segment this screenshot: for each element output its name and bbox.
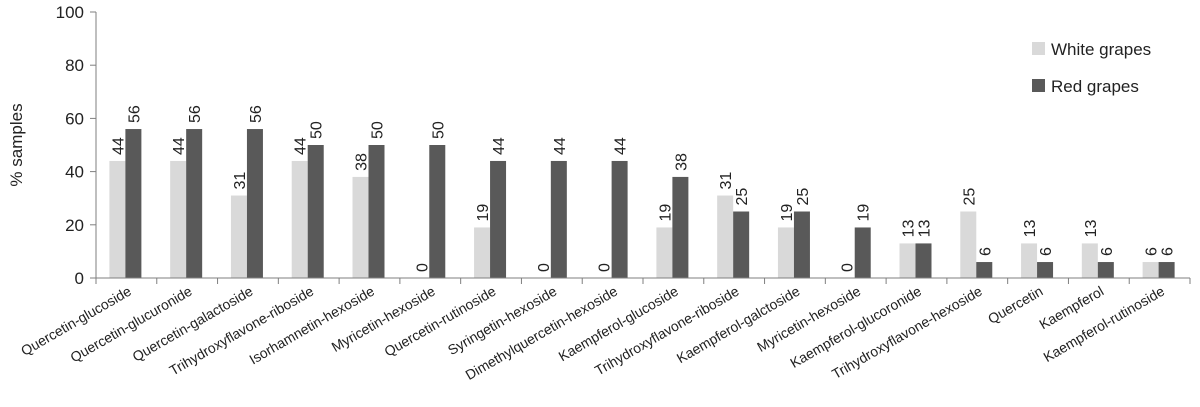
- white-grapes-value-label: 19: [657, 204, 674, 222]
- bars: [109, 129, 1175, 278]
- y-axis-label: % samples: [7, 103, 26, 186]
- white-grapes-bar: [777, 227, 794, 278]
- red-grapes-value-label: 50: [430, 121, 447, 139]
- red-grapes-bar: [1158, 262, 1175, 278]
- white-grapes-bar: [170, 160, 187, 278]
- y-tick-label: 60: [65, 109, 84, 128]
- y-tick-label: 40: [65, 163, 84, 182]
- y-tick-label: 100: [56, 3, 84, 22]
- white-grapes-bar: [1081, 243, 1098, 278]
- red-grapes-value-label: 56: [187, 105, 204, 123]
- red-grapes-value-label: 6: [1160, 247, 1177, 256]
- white-grapes-bar: [291, 160, 308, 278]
- white-grapes-value-label: 25: [961, 188, 978, 206]
- white-grapes-value-label: 19: [475, 204, 492, 222]
- red-grapes-value-label: 50: [309, 121, 326, 139]
- x-tick-label: Quercetin-rutinoside: [381, 283, 498, 360]
- white-grapes-bar: [1142, 262, 1159, 278]
- white-grapes-bar: [656, 227, 673, 278]
- y-tick-label: 20: [65, 216, 84, 235]
- red-grapes-bar: [915, 243, 932, 278]
- red-grapes-bar: [246, 129, 263, 278]
- white-grapes-bar: [352, 176, 369, 278]
- red-grapes-value-label: 25: [734, 188, 751, 206]
- y-axis: 0 20 40 60 80 100: [56, 3, 97, 288]
- white-grapes-bar: [474, 227, 491, 278]
- red-grapes-bar: [550, 160, 567, 278]
- x-axis: Quercetin-glucosideQuercetin-glucuronide…: [18, 277, 1191, 383]
- red-grapes-bar: [854, 227, 871, 278]
- white-grapes-value-label: 13: [1083, 220, 1100, 238]
- y-tick-label: 0: [75, 269, 84, 288]
- red-grapes-value-label: 6: [1038, 247, 1055, 256]
- red-grapes-bar: [733, 211, 750, 278]
- red-grapes-bar: [1097, 262, 1114, 278]
- legend-label: White grapes: [1051, 40, 1151, 59]
- white-grapes-value-label: 0: [597, 263, 614, 272]
- legend-swatch: [1032, 42, 1045, 55]
- red-grapes-bar: [672, 176, 689, 278]
- y-tick-label: 80: [65, 56, 84, 75]
- white-grapes-value-label: 0: [414, 263, 431, 272]
- legend-swatch: [1032, 79, 1045, 92]
- white-grapes-value-label: 0: [536, 263, 553, 272]
- white-grapes-value-label: 6: [1144, 247, 1161, 256]
- red-grapes-value-label: 19: [856, 204, 873, 222]
- white-grapes-value-label: 0: [840, 263, 857, 272]
- red-grapes-value-label: 13: [917, 220, 934, 238]
- legend: White grapes Red grapes: [1032, 40, 1151, 96]
- white-grapes-value-label: 19: [779, 204, 796, 222]
- red-grapes-bar: [793, 211, 810, 278]
- red-grapes-value-label: 25: [795, 188, 812, 206]
- red-grapes-bar: [490, 160, 507, 278]
- red-grapes-value-label: 38: [673, 153, 690, 171]
- red-grapes-bar: [307, 145, 324, 278]
- red-grapes-value-label: 6: [1099, 247, 1116, 256]
- white-grapes-bar: [899, 243, 916, 278]
- red-grapes-value-label: 44: [491, 137, 508, 155]
- red-grapes-bar: [186, 129, 203, 278]
- white-grapes-value-label: 13: [901, 220, 918, 238]
- white-grapes-value-label: 44: [110, 137, 127, 155]
- red-grapes-value-label: 56: [126, 105, 143, 123]
- white-grapes-value-label: 44: [171, 137, 188, 155]
- red-grapes-bar: [976, 262, 993, 278]
- white-grapes-value-label: 31: [718, 172, 735, 190]
- white-grapes-bar: [1021, 243, 1038, 278]
- white-grapes-value-label: 38: [354, 153, 371, 171]
- white-grapes-bar: [960, 211, 977, 278]
- white-grapes-value-label: 31: [232, 172, 249, 190]
- white-grapes-bar: [717, 195, 734, 278]
- red-grapes-bar: [368, 145, 385, 278]
- red-grapes-bar: [125, 129, 142, 278]
- red-grapes-bar: [429, 145, 446, 278]
- red-grapes-value-label: 6: [977, 247, 994, 256]
- red-grapes-value-label: 44: [552, 137, 569, 155]
- red-grapes-value-label: 44: [613, 137, 630, 155]
- legend-label: Red grapes: [1051, 77, 1139, 96]
- white-grapes-value-label: 44: [293, 137, 310, 155]
- red-grapes-bar: [611, 160, 628, 278]
- white-grapes-value-label: 13: [1022, 220, 1039, 238]
- red-grapes-value-label: 50: [370, 121, 387, 139]
- red-grapes-bar: [1037, 262, 1054, 278]
- red-grapes-value-label: 56: [248, 105, 265, 123]
- white-grapes-bar: [230, 195, 247, 278]
- white-grapes-bar: [109, 160, 126, 278]
